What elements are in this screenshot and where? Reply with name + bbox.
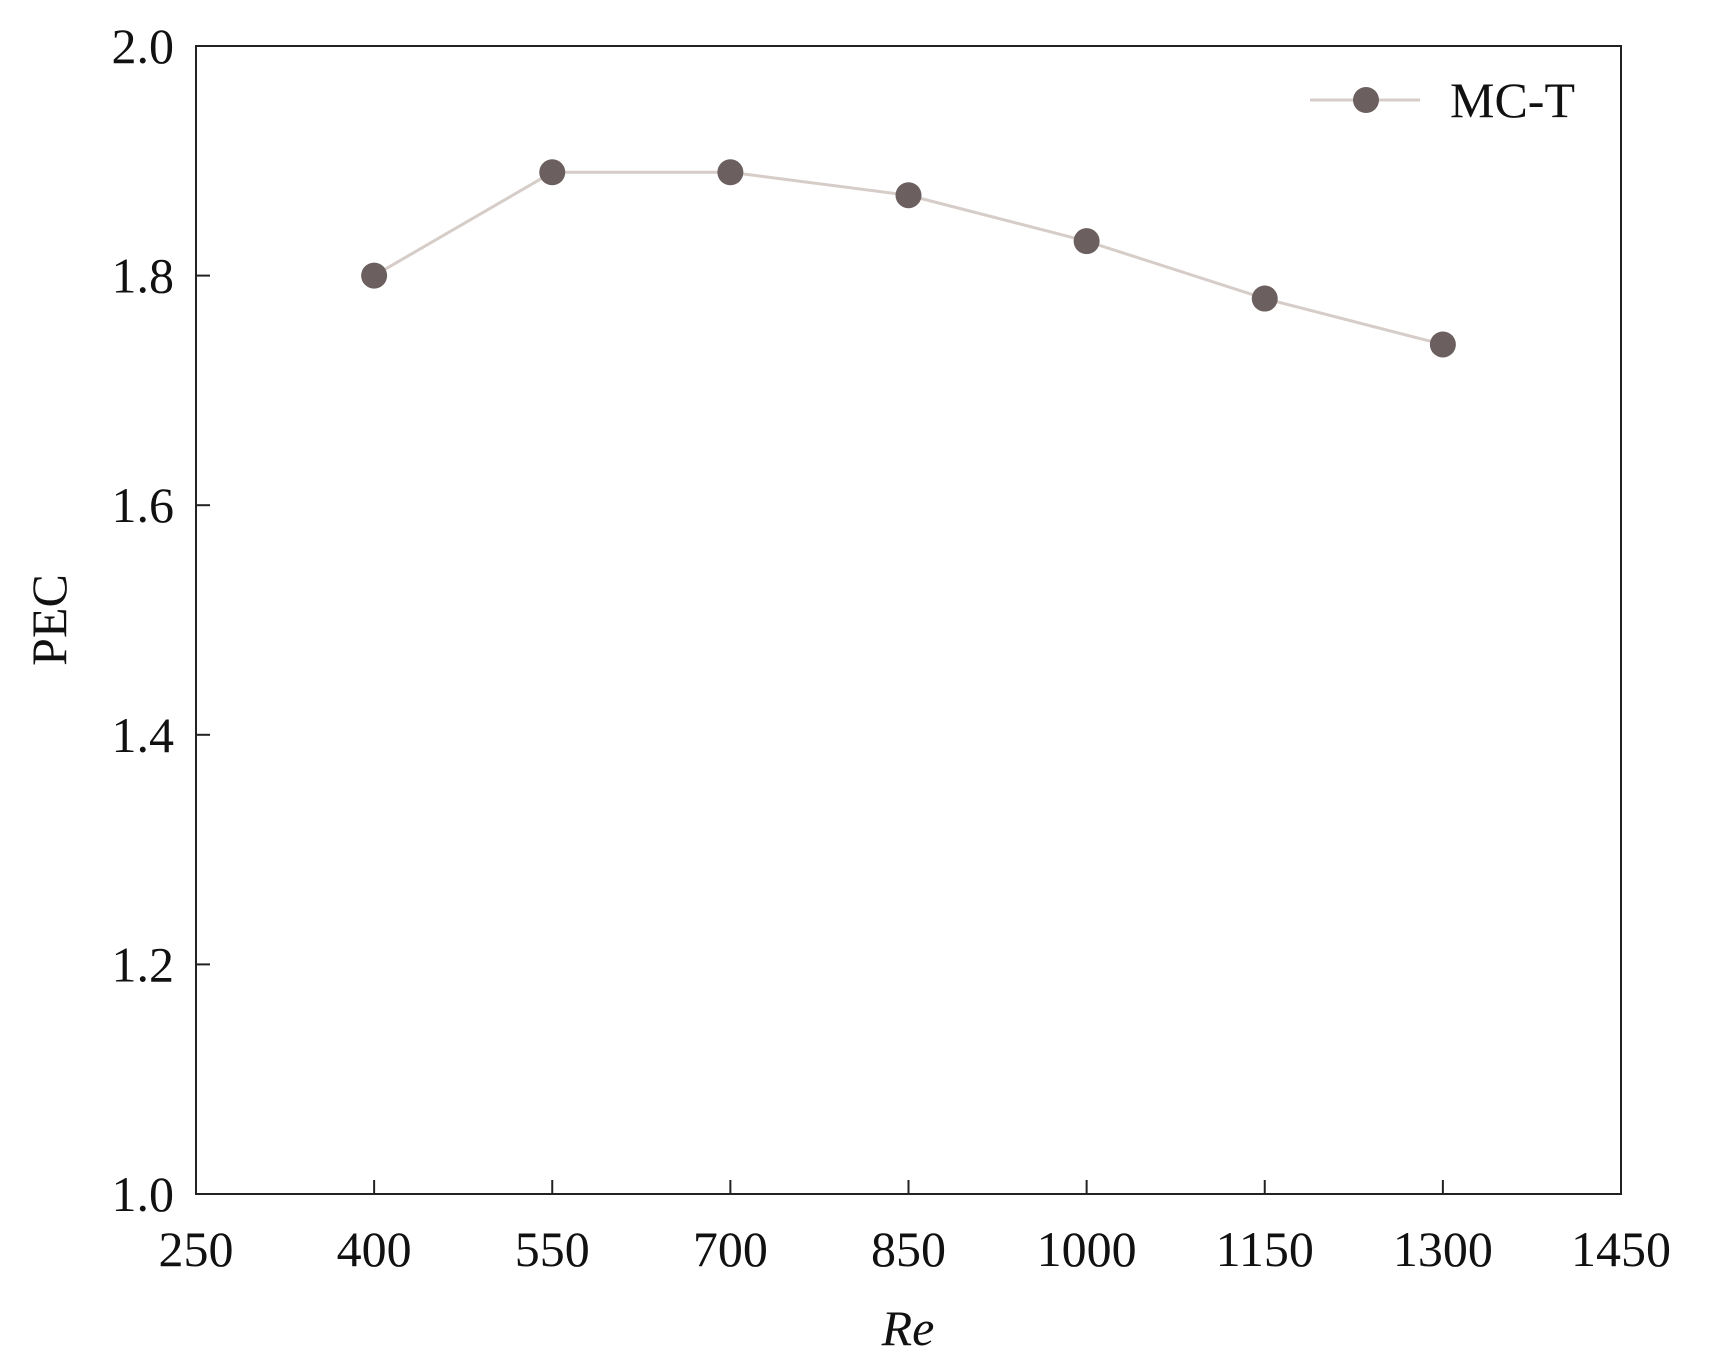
y-axis: 1.0 1.2 1.4 1.6 1.8 2.0: [112, 18, 210, 1222]
x-axis: 250 400 550 700 850 1000 1150 1300 1450: [159, 1180, 1671, 1277]
x-axis-title: Re: [881, 1300, 935, 1356]
data-point: [361, 262, 388, 289]
data-point: [895, 182, 922, 209]
x-tick-label: 550: [515, 1221, 590, 1277]
data-point: [539, 159, 566, 186]
x-tick-label: 700: [693, 1221, 768, 1277]
plot-frame: [195, 45, 1622, 1195]
series-layer: [361, 159, 1456, 358]
data-point: [1251, 285, 1278, 312]
y-tick-label: 1.8: [112, 248, 175, 304]
x-tick-label: 1000: [1037, 1221, 1137, 1277]
x-tick-label: 400: [337, 1221, 412, 1277]
legend-marker: [1353, 87, 1379, 113]
y-tick-label: 1.2: [112, 936, 175, 992]
data-point: [717, 159, 744, 186]
data-point: [1073, 228, 1100, 255]
x-tick-label: 850: [871, 1221, 946, 1277]
x-tick-label: 250: [159, 1221, 234, 1277]
y-tick-label: 1.4: [112, 707, 175, 763]
x-tick-label: 1450: [1571, 1221, 1671, 1277]
x-tick-label: 1150: [1216, 1221, 1314, 1277]
x-tick-label: 1300: [1393, 1221, 1493, 1277]
legend: MC-T: [1310, 72, 1575, 128]
y-tick-label: 1.6: [112, 477, 175, 533]
data-point: [1429, 331, 1456, 358]
y-tick-label: 1.0: [112, 1166, 175, 1222]
legend-label-mc-t: MC-T: [1450, 72, 1575, 128]
y-axis-title: PEC: [21, 574, 77, 666]
y-tick-label: 2.0: [112, 18, 175, 74]
